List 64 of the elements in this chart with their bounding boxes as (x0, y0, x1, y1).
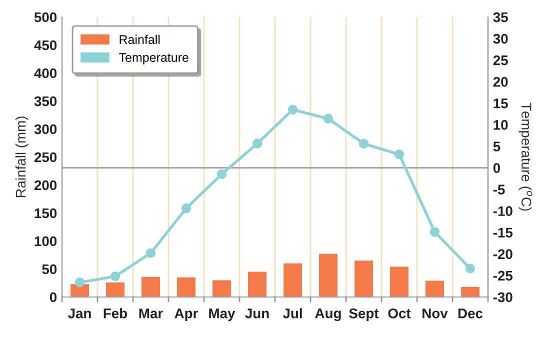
y-tick-label: 50 (42, 264, 57, 274)
point (288, 104, 298, 114)
y-axis-title: Rainfall (mm) (15, 116, 28, 198)
y2-tick-label: 35 (493, 12, 508, 22)
y-tick-label: 250 (34, 152, 57, 162)
point (74, 277, 85, 288)
point (252, 138, 262, 149)
y-tick-label: 300 (34, 124, 57, 134)
y2-tick-label: -20 (493, 249, 512, 260)
point (110, 271, 120, 282)
x-tick-label: Nov (422, 308, 448, 318)
point (323, 114, 334, 124)
y2-axis-title: Temperature ($^{o}$C) (518, 102, 532, 211)
bar (142, 276, 160, 297)
x-tick-label: Apr (174, 308, 198, 322)
y-tick-label: 150 (34, 208, 57, 218)
y2-tick-label: 30 (493, 34, 508, 44)
x-tick-label: Mar (139, 308, 163, 318)
y2-tick-label: 15 (494, 98, 508, 108)
x-tick-label: May (209, 308, 236, 322)
point (216, 169, 227, 180)
bar (106, 282, 124, 297)
bar (461, 286, 480, 297)
point (146, 248, 156, 258)
y2-tick-label: 25 (493, 55, 508, 66)
x-tick-label: Aug (315, 308, 341, 322)
x-tick-label: Feb (104, 308, 128, 318)
y-tick-label: 200 (34, 180, 57, 190)
bar (248, 272, 266, 297)
y2-tick-label: -5 (493, 184, 505, 194)
y2-tick-label: 0 (493, 163, 500, 173)
y-tick-label: 500 (34, 12, 57, 22)
bar (426, 280, 444, 297)
bar (390, 266, 408, 297)
y-tick-label: 0 (50, 292, 57, 302)
y2-tick-label: 10 (494, 120, 508, 130)
y-tick-label: 400 (34, 68, 57, 78)
x-tick-label: Jan (68, 308, 91, 318)
y2-tick-label: -15 (493, 228, 513, 238)
y2-tick-label: 20 (493, 76, 508, 87)
point (430, 227, 440, 237)
bar (354, 260, 373, 297)
bar (284, 263, 302, 297)
y-tick-label: 100 (34, 236, 57, 246)
y-tick-label: 350 (34, 96, 57, 106)
point (394, 150, 404, 160)
point (358, 138, 369, 149)
y2-tick-label: 5 (493, 142, 500, 152)
y-tick-label: 450 (34, 40, 57, 50)
point (465, 264, 476, 274)
bar (319, 254, 338, 297)
y2-tick-label: -30 (493, 292, 512, 302)
point (181, 203, 192, 214)
y2-tick-label: -25 (493, 270, 513, 281)
legend-label: Rainfall (120, 34, 160, 44)
x-tick-label: Sept (349, 308, 379, 322)
x-tick-label: Dec (458, 308, 483, 318)
bar (212, 280, 231, 297)
y2-tick-label: -10 (493, 206, 512, 216)
x-tick-label: Jul (282, 308, 302, 318)
legend-label: Temperature (119, 53, 188, 64)
x-tick-label: Oct (388, 308, 411, 318)
bar (177, 277, 196, 297)
x-tick-label: Jun (245, 308, 269, 318)
